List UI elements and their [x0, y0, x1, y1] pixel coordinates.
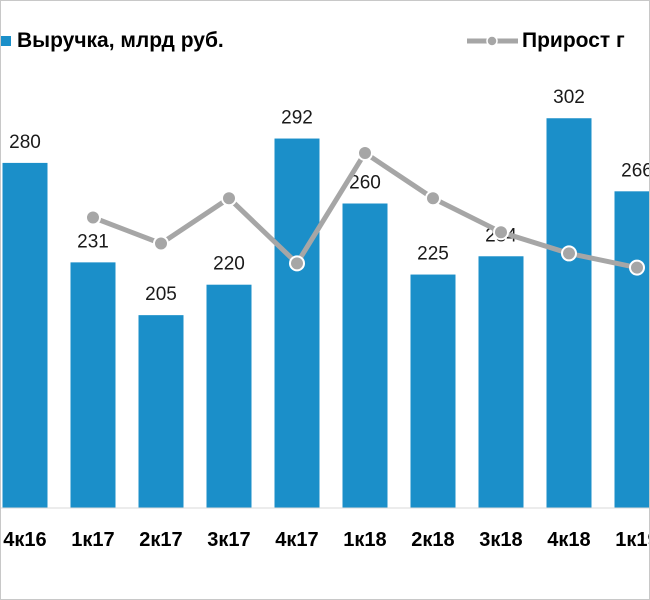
bar-3к17 — [206, 284, 252, 508]
growth-point-2к17 — [153, 235, 169, 252]
growth-point-1к19 — [629, 259, 645, 276]
x-tick-label-4к16: 4к16 — [3, 529, 46, 551]
growth-point-1к17 — [85, 209, 101, 226]
x-tick-label-2к17: 2к17 — [139, 529, 182, 551]
x-tick-label-2к18: 2к18 — [411, 529, 454, 551]
legend: Выручка, млрд руб. Прирост г — [1, 29, 625, 52]
bar-2к18 — [410, 274, 456, 508]
growth-point-2к18 — [425, 190, 441, 207]
legend-swatch-revenue — [1, 36, 11, 46]
growth-point-4к18 — [561, 245, 577, 262]
x-tick-label-4к17: 4к17 — [275, 529, 318, 551]
bar-value-label-2к18: 225 — [417, 244, 449, 265]
bar-value-label-2к17: 205 — [145, 284, 177, 305]
bar-2к17 — [138, 315, 184, 508]
bar-4к17 — [274, 138, 320, 509]
line-series — [85, 144, 645, 276]
bar-value-label-4к16: 280 — [9, 132, 41, 153]
legend-label-growth: Прирост г — [522, 29, 625, 52]
legend-marker-growth — [486, 35, 498, 47]
x-tick-label-4к18: 4к18 — [547, 529, 590, 551]
bar-value-label-1к18: 260 — [349, 173, 381, 194]
x-tick-label-3к17: 3к17 — [207, 529, 250, 551]
bar-value-label-1к17: 231 — [77, 231, 109, 252]
bar-1к19 — [614, 191, 650, 508]
bar-value-label-4к17: 292 — [281, 108, 313, 129]
bar-4к16 — [2, 162, 48, 508]
legend-label-revenue: Выручка, млрд руб. — [17, 29, 224, 52]
x-axis-tick-labels: 4к16 1к17 2к17 3к17 4к17 1к18 2к18 3к18 4к18 1к19 — [3, 529, 650, 551]
bar-value-label-4к18: 302 — [553, 87, 585, 108]
growth-point-1к18 — [357, 144, 373, 161]
bar-value-label-1к19: 266 — [621, 160, 650, 181]
growth-point-4к17 — [289, 255, 305, 272]
x-tick-label-1к18: 1к18 — [343, 529, 386, 551]
bar-3к18 — [478, 256, 524, 508]
bar-1к17 — [70, 262, 116, 508]
x-tick-label-1к19: 1к19 — [615, 529, 650, 551]
x-tick-label-1к17: 1к17 — [71, 529, 114, 551]
bar-series — [2, 118, 650, 509]
growth-point-3к17 — [221, 190, 237, 207]
x-tick-label-3к18: 3к18 — [479, 529, 522, 551]
bar-1к18 — [342, 203, 388, 508]
bar-value-label-3к17: 220 — [213, 254, 245, 275]
growth-point-3к18 — [493, 224, 509, 241]
bar-4к18 — [546, 118, 592, 509]
